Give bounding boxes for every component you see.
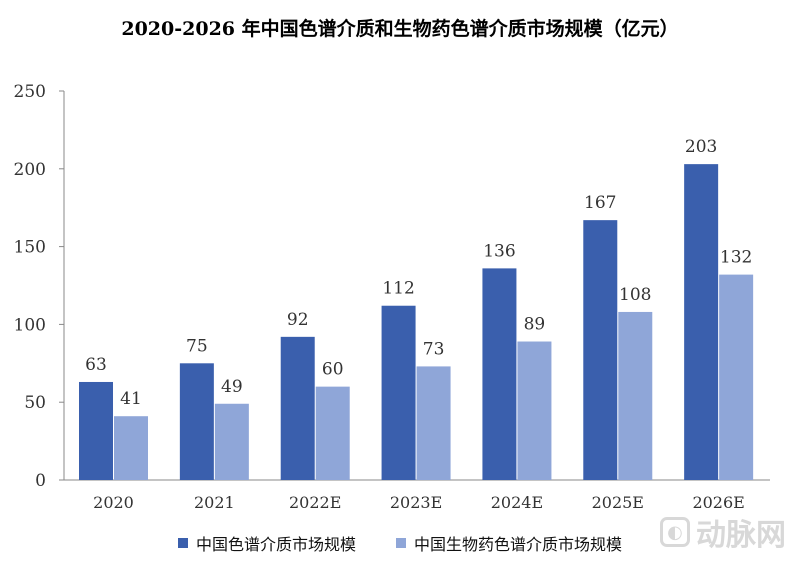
legend-label-series-1: 中国色谱介质市场规模	[195, 535, 356, 554]
data-label: 60	[322, 360, 344, 380]
legend: 中国色谱介质市场规模 中国生物药色谱介质市场规模	[0, 531, 800, 555]
legend-item-series-2: 中国生物药色谱介质市场规模	[396, 531, 622, 555]
bar-2	[416, 366, 451, 480]
legend-item-series-1: 中国色谱介质市场规模	[177, 531, 356, 555]
data-label: 89	[524, 315, 546, 335]
x-tick-label: 2022E	[289, 493, 341, 512]
chart-title: 2020-2026 年中国色谱介质和生物药色谱介质市场规模（亿元）	[121, 18, 679, 40]
data-label: 108	[619, 285, 651, 305]
x-tick-label: 2024E	[491, 493, 543, 512]
data-label: 49	[221, 377, 243, 397]
x-tick-label: 2023E	[390, 493, 442, 512]
legend-label-series-2: 中国生物药色谱介质市场规模	[414, 535, 623, 554]
data-label: 63	[85, 355, 107, 375]
bar-2	[114, 416, 148, 480]
x-tick-label: 2020	[93, 493, 134, 512]
bar-2	[719, 274, 754, 480]
y-tick-label: 250	[14, 82, 46, 102]
logo-icon: ◐	[660, 517, 690, 547]
data-label: 92	[287, 310, 309, 330]
data-label: 167	[584, 193, 616, 213]
y-tick-label: 150	[14, 238, 46, 258]
x-tick-label: 2025E	[592, 493, 644, 512]
y-tick-label: 0	[35, 471, 46, 491]
bar-2	[214, 403, 249, 480]
bar-1	[482, 268, 517, 480]
bar-1	[583, 220, 618, 480]
bar-1	[684, 164, 719, 480]
y-tick-label: 50	[24, 393, 46, 413]
bar-2	[517, 341, 552, 480]
x-tick-label: 2026E	[692, 493, 744, 512]
y-tick-label: 100	[14, 315, 46, 335]
bar-1	[280, 336, 315, 480]
data-label: 136	[483, 241, 515, 261]
bar-2	[618, 311, 653, 480]
data-label: 75	[186, 336, 208, 356]
legend-swatch-series-2	[396, 538, 406, 548]
data-label: 41	[120, 389, 142, 409]
data-label: 132	[720, 248, 752, 268]
y-tick-label: 200	[14, 160, 46, 180]
legend-swatch-series-1	[177, 538, 188, 548]
bar-1	[381, 305, 416, 480]
data-label: 203	[685, 137, 717, 157]
data-label: 73	[423, 339, 445, 359]
bar-1	[79, 381, 113, 480]
bar-1	[179, 363, 214, 480]
x-tick-label: 2021	[194, 493, 235, 512]
data-label: 112	[382, 279, 414, 299]
watermark-text: 动脉网	[696, 518, 786, 553]
bar-2	[315, 386, 350, 480]
watermark: ◐ 动脉网	[660, 510, 786, 554]
